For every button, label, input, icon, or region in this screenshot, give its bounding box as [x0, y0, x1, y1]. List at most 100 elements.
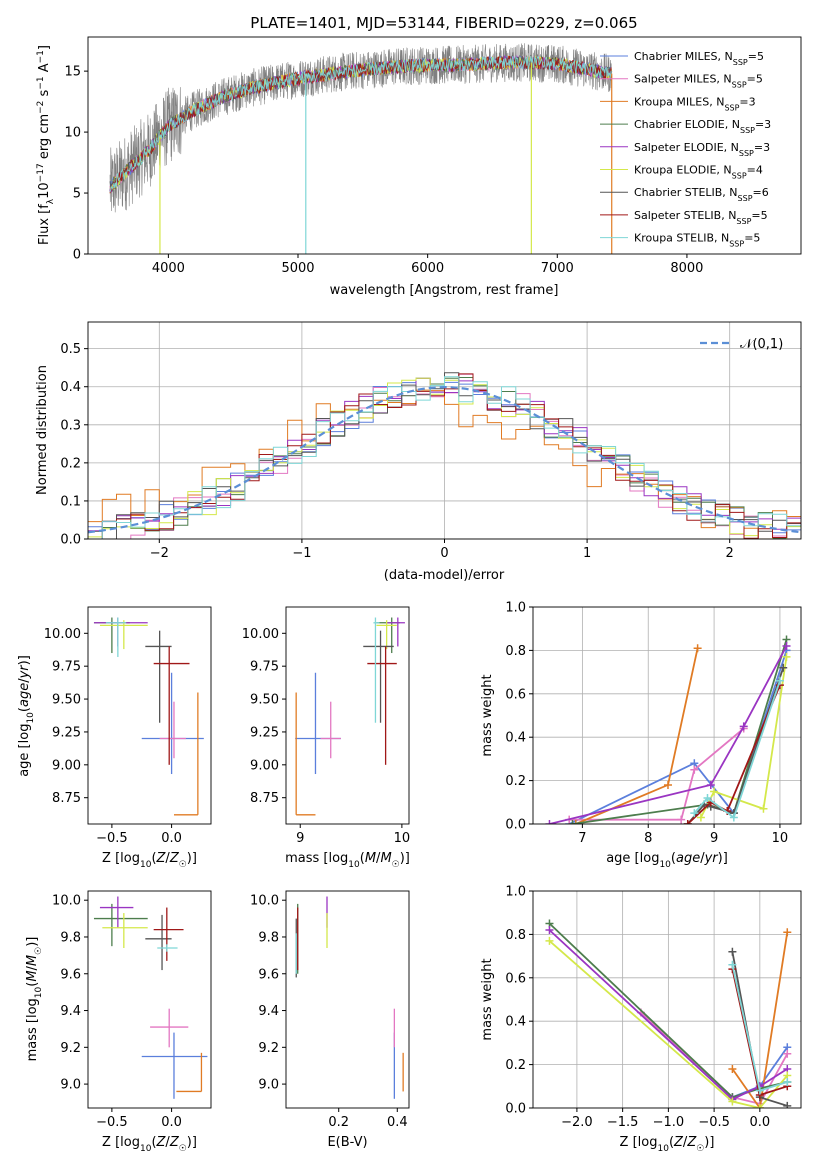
- label-part: Z: [673, 1135, 684, 1150]
- weight-marker: [755, 1104, 764, 1108]
- label-part: )]: [187, 1135, 197, 1150]
- legend-label-part: =3: [755, 118, 771, 131]
- label-part: ☉: [696, 1144, 704, 1154]
- label-part: )]: [17, 655, 32, 665]
- y-tick-label: 9.00: [52, 758, 81, 773]
- x-tick-label: 5000: [281, 261, 314, 276]
- weight-marker: [677, 815, 686, 824]
- weight-marker: [703, 793, 712, 802]
- label-part: Z [log: [102, 851, 140, 866]
- y-tick-label: 0.8: [505, 928, 526, 943]
- weight-marker: [545, 936, 554, 945]
- legend-label-part: Chabrier ELODIE, N: [634, 118, 740, 131]
- legend-label-part: =5: [747, 73, 763, 86]
- y-tick-label: 9.50: [52, 693, 81, 708]
- weight-marker: [739, 722, 748, 731]
- y-tick-label: 9.00: [250, 758, 279, 773]
- label-part: mass [log: [25, 998, 40, 1061]
- x-tick-label: 0: [440, 546, 448, 561]
- y-tick-label: 0.4: [60, 380, 81, 395]
- label-part: (: [669, 1135, 674, 1150]
- weight-line: [549, 645, 788, 824]
- label-part: ☉: [179, 1144, 187, 1154]
- plot-content: [88, 322, 801, 539]
- label-part: mass [log: [285, 851, 348, 866]
- x-tick-label: 6000: [411, 261, 444, 276]
- label-part: /: [700, 851, 705, 866]
- y-tick-label: 9.25: [52, 725, 81, 740]
- x-tick-label: −1.5: [607, 1115, 639, 1130]
- label-part: −2: [36, 101, 46, 114]
- label-part: /: [17, 678, 32, 683]
- y-axis-label: Flux [fλ10−17 erg cm−2 s−1 A−1]: [36, 45, 56, 245]
- x-tick-label: 9: [296, 831, 304, 846]
- y-tick-label: 0.0: [505, 1102, 526, 1117]
- y-tick-label: 1.0: [505, 885, 526, 900]
- label-part: (: [17, 707, 32, 712]
- plot-area: [88, 607, 211, 824]
- label-part: (: [151, 1135, 156, 1150]
- legend-label-part: =3: [754, 141, 770, 154]
- weight-marker: [728, 1064, 737, 1073]
- label-part: )]: [718, 851, 728, 866]
- legend-label-part: Kroupa ELODIE, N: [634, 164, 732, 177]
- y-tick-label: 9.4: [60, 1004, 81, 1019]
- y-axis-label: mass weight: [480, 958, 495, 1040]
- y-tick-label: 9.0: [258, 1078, 279, 1093]
- x-tick-label: 7000: [541, 261, 574, 276]
- y-tick-label: 0.0: [60, 533, 81, 548]
- x-tick-label: 8000: [670, 261, 703, 276]
- legend-label-part: =6: [753, 186, 769, 199]
- panel-spectrum: 4000 5000 6000 7000 8000 0 5 10 15 wavelength [An…: [36, 36, 802, 298]
- x-tick-label: 0.0: [161, 831, 182, 846]
- y-tick-label: 10: [64, 126, 81, 141]
- label-part: (: [671, 851, 676, 866]
- legend-label-part: SSP: [738, 194, 753, 203]
- label-part: age: [676, 851, 700, 866]
- axes-frame: [87, 890, 212, 1109]
- label-part: age [log: [606, 851, 659, 866]
- y-tick-label: 0.2: [505, 774, 526, 789]
- y-axis-label: mass [log10(M/M☉)]: [25, 937, 44, 1062]
- legend-label-part: Chabrier MILES, N: [634, 50, 733, 63]
- label-part: Flux [f: [37, 204, 52, 245]
- y-tick-label: 0.1: [60, 494, 81, 509]
- label-part: 10: [348, 860, 360, 870]
- label-part: ☉: [34, 947, 44, 955]
- y-tick-label: 8.75: [52, 791, 81, 806]
- label-part: Z: [156, 851, 167, 866]
- label-part: ☉: [392, 860, 400, 870]
- label-part: /: [165, 851, 170, 866]
- legend-label-part: =5: [748, 50, 764, 63]
- axes-frame: [532, 890, 802, 1109]
- weight-marker: [779, 663, 788, 672]
- legend-label-part: Chabrier STELIB, N: [634, 186, 738, 199]
- label-part: (: [151, 851, 156, 866]
- legend-label-part: SSP: [740, 126, 755, 135]
- y-tick-label: 0.2: [505, 1058, 526, 1073]
- label-part: /: [376, 851, 381, 866]
- y-tick-label: 0.6: [505, 687, 526, 702]
- label-part: /: [683, 1135, 688, 1150]
- y-tick-label: 0.0: [505, 818, 526, 833]
- legend-label-part: Kroupa STELIB, N: [634, 232, 729, 245]
- y-tick-label: 5: [73, 187, 81, 202]
- weight-marker: [783, 1101, 792, 1108]
- legend-label-part: Salpeter STELIB, N: [634, 209, 736, 222]
- legend-label-part: SSP: [736, 216, 751, 225]
- y-tick-label: 9.8: [60, 930, 81, 945]
- label-part: )]: [400, 851, 410, 866]
- weight-marker: [545, 926, 554, 935]
- y-tick-label: 9.8: [258, 930, 279, 945]
- x-tick-label: 4000: [152, 261, 185, 276]
- weight-marker: [690, 765, 699, 774]
- weight-marker: [729, 813, 738, 822]
- y-tick-label: 0.2: [60, 456, 81, 471]
- axes-frame: [532, 606, 802, 825]
- label-part: )]: [187, 851, 197, 866]
- label-part: Z: [169, 851, 180, 866]
- label-part: Z: [169, 1135, 180, 1150]
- y-tick-label: 9.75: [250, 660, 279, 675]
